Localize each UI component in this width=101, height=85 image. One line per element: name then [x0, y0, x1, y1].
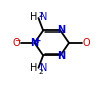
- Text: −: −: [14, 36, 20, 45]
- Text: N: N: [31, 38, 39, 48]
- Text: N: N: [57, 25, 65, 35]
- Text: O: O: [13, 38, 20, 48]
- Text: N: N: [57, 51, 65, 61]
- Text: O: O: [83, 38, 90, 48]
- Text: N: N: [40, 63, 48, 74]
- Text: H: H: [30, 63, 37, 74]
- Text: 2: 2: [38, 12, 43, 18]
- Text: H: H: [30, 12, 37, 22]
- Text: +: +: [35, 36, 41, 45]
- Text: 2: 2: [38, 69, 43, 75]
- Text: N: N: [40, 12, 48, 22]
